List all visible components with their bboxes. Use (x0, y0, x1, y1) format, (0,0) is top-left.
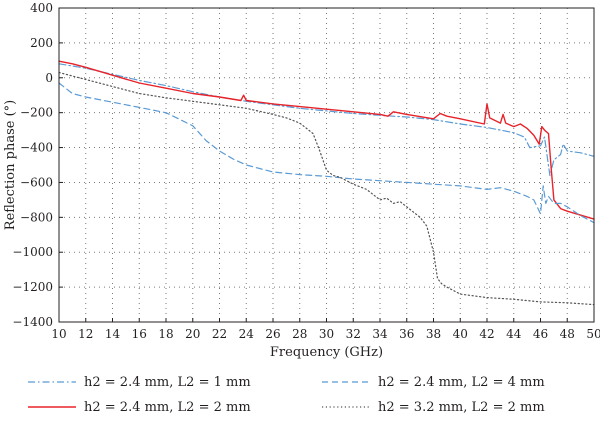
x-tick-label: 28 (292, 327, 307, 341)
x-tick-label: 44 (506, 327, 522, 341)
y-tick-label: −1000 (12, 245, 53, 259)
legend-label-1: h2 = 2.4 mm, L2 = 1 mm (84, 375, 251, 390)
x-tick-label: 26 (265, 327, 280, 341)
x-tick-label: 40 (453, 327, 468, 341)
legend: h2 = 2.4 mm, L2 = 1 mm h2 = 2.4 mm, L2 = … (28, 375, 545, 415)
x-tick-label: 34 (372, 327, 388, 341)
x-tick-label: 32 (346, 327, 361, 341)
tick-labels: 10 12 14 16 18 20 22 24 26 28 30 32 34 36 38 40 42 44 46 48… (12, 1, 600, 341)
y-axis-label: Reflection phase (°) (3, 100, 18, 230)
y-tick-label: −200 (20, 106, 53, 120)
y-tick-label: −800 (20, 210, 53, 224)
x-tick-label: 24 (239, 327, 255, 341)
y-tick-label: 200 (30, 36, 53, 50)
x-tick-label: 18 (158, 327, 173, 341)
series-layer (58, 60, 595, 306)
series-line-2 (58, 60, 595, 220)
y-tick-label: 400 (30, 1, 53, 15)
plot-frame (58, 7, 595, 323)
x-tick-label: 22 (212, 327, 227, 341)
x-tick-label: 12 (78, 327, 93, 341)
x-tick-label: 48 (560, 327, 575, 341)
x-tick-label: 30 (319, 327, 334, 341)
y-tick-label: −600 (20, 175, 53, 189)
y-tick-label: −1200 (12, 280, 53, 294)
x-tick-label: 42 (479, 327, 494, 341)
legend-label-3: h2 = 2.4 mm, L2 = 4 mm (378, 375, 545, 390)
x-tick-label: 36 (399, 327, 414, 341)
y-tick-label: 0 (45, 71, 53, 85)
x-axis-label: Frequency (GHz) (270, 345, 383, 360)
x-tick-label: 16 (132, 327, 147, 341)
x-tick-label: 50 (586, 327, 600, 341)
grid (59, 8, 594, 322)
series-line-4 (58, 71, 595, 306)
x-tick-label: 10 (51, 327, 66, 341)
x-tick-label: 38 (426, 327, 441, 341)
x-tick-label: 20 (185, 327, 200, 341)
legend-label-4: h2 = 3.2 mm, L2 = 2 mm (378, 400, 545, 415)
series-line-1 (58, 63, 595, 177)
series-line-3 (58, 82, 595, 224)
x-tick-label: 46 (533, 327, 548, 341)
y-tick-label: −400 (20, 141, 53, 155)
x-tick-label: 14 (105, 327, 121, 341)
legend-label-2: h2 = 2.4 mm, L2 = 2 mm (84, 400, 251, 415)
y-tick-label: −1400 (12, 315, 53, 329)
